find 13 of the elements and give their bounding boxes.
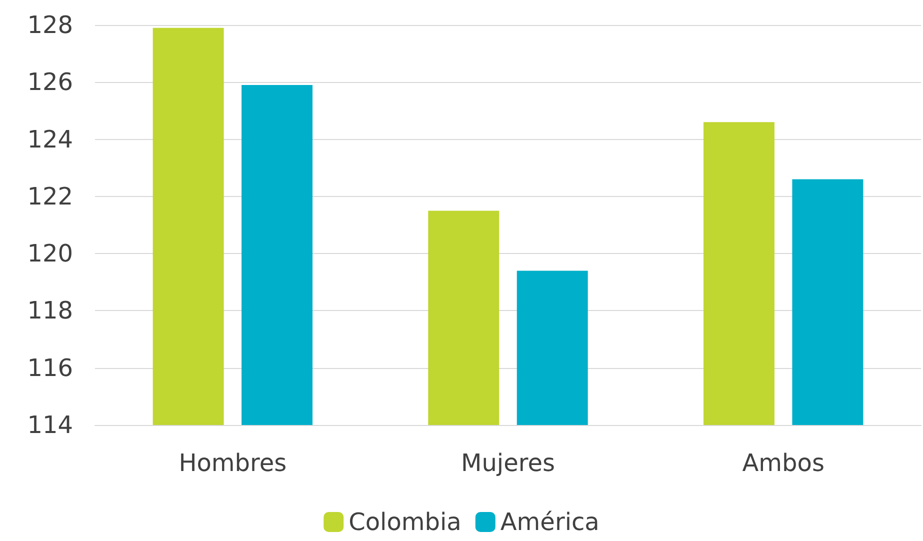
y-tick-label: 120 bbox=[27, 240, 73, 268]
x-tick-label: Mujeres bbox=[461, 449, 555, 477]
legend-label: Colombia bbox=[348, 508, 462, 536]
y-tick-label: 128 bbox=[27, 11, 73, 39]
y-tick-label: 124 bbox=[27, 125, 73, 154]
y-tick-label: 116 bbox=[27, 354, 73, 382]
y-tick-label: 122 bbox=[27, 182, 73, 210]
legend-label: América bbox=[500, 508, 600, 536]
x-tick-label: Ambos bbox=[742, 449, 824, 477]
y-tick-label: 114 bbox=[27, 411, 73, 439]
y-tick-label: 118 bbox=[27, 296, 73, 325]
y-tick-label: 126 bbox=[27, 68, 73, 96]
x-tick-label: Hombres bbox=[178, 449, 287, 477]
